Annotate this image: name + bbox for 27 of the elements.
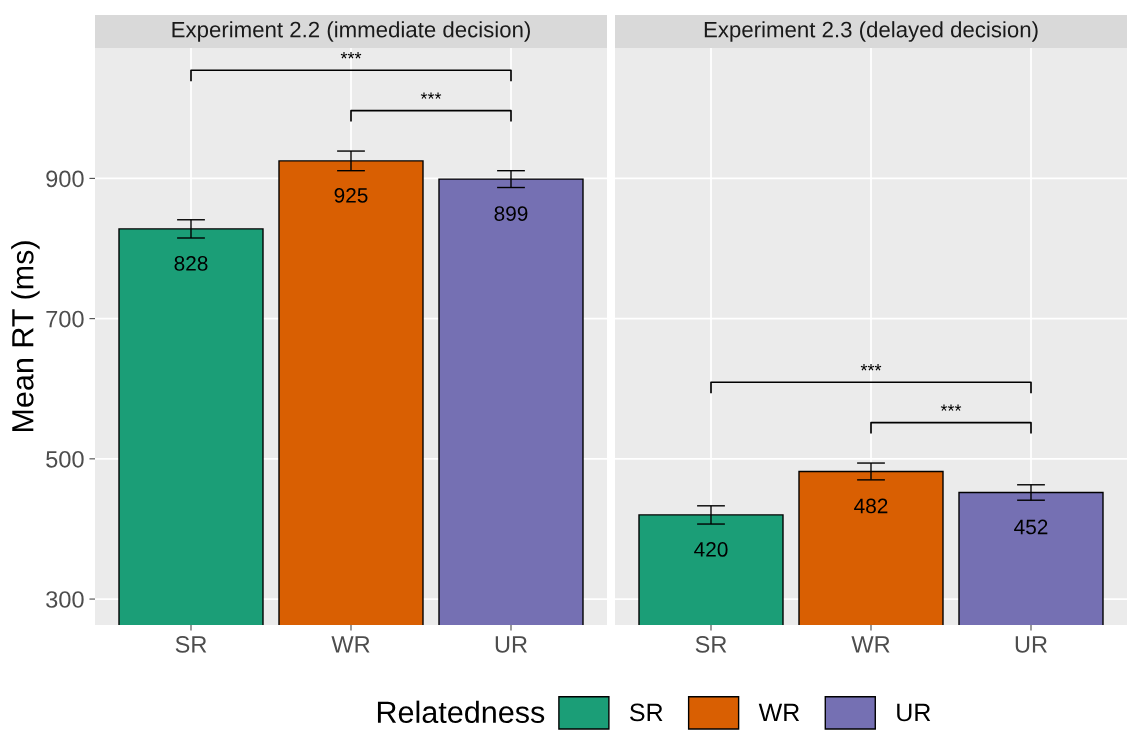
x-tick-label: UR — [495, 636, 527, 653]
y-tick-label: 500 — [46, 450, 84, 468]
legend-label: SR — [630, 703, 663, 722]
annotation: *** — [860, 364, 882, 371]
chart-title: Experiment 2.3 (delayed decision) — [704, 21, 1038, 42]
x-tick-label: SR — [175, 636, 207, 653]
x-tick-label: SR — [695, 636, 727, 653]
data-label: 482 — [854, 498, 888, 514]
data-label: 420 — [694, 542, 728, 557]
annotation: *** — [420, 92, 442, 99]
chart-title: Experiment 2.2 (immediate decision) — [172, 21, 530, 42]
x-tick-label: UR — [1015, 636, 1047, 653]
y-tick-label: 700 — [46, 310, 84, 328]
data-label: 925 — [334, 188, 368, 203]
y-tick-label: 900 — [46, 170, 84, 188]
annotation: *** — [940, 404, 962, 411]
x-tick-label: WR — [331, 636, 370, 653]
y-axis-title: Mean RT (ms) — [11, 241, 40, 432]
data-label: 899 — [494, 206, 528, 221]
legend-label: UR — [897, 703, 931, 722]
annotation: *** — [340, 52, 362, 59]
data-label: 828 — [174, 256, 208, 271]
y-tick-label: 300 — [46, 591, 84, 608]
data-label: 452 — [1014, 519, 1048, 535]
legend-label: WR — [758, 703, 800, 722]
x-tick-label: WR — [851, 636, 890, 653]
legend-title: Relatedness — [377, 700, 545, 724]
